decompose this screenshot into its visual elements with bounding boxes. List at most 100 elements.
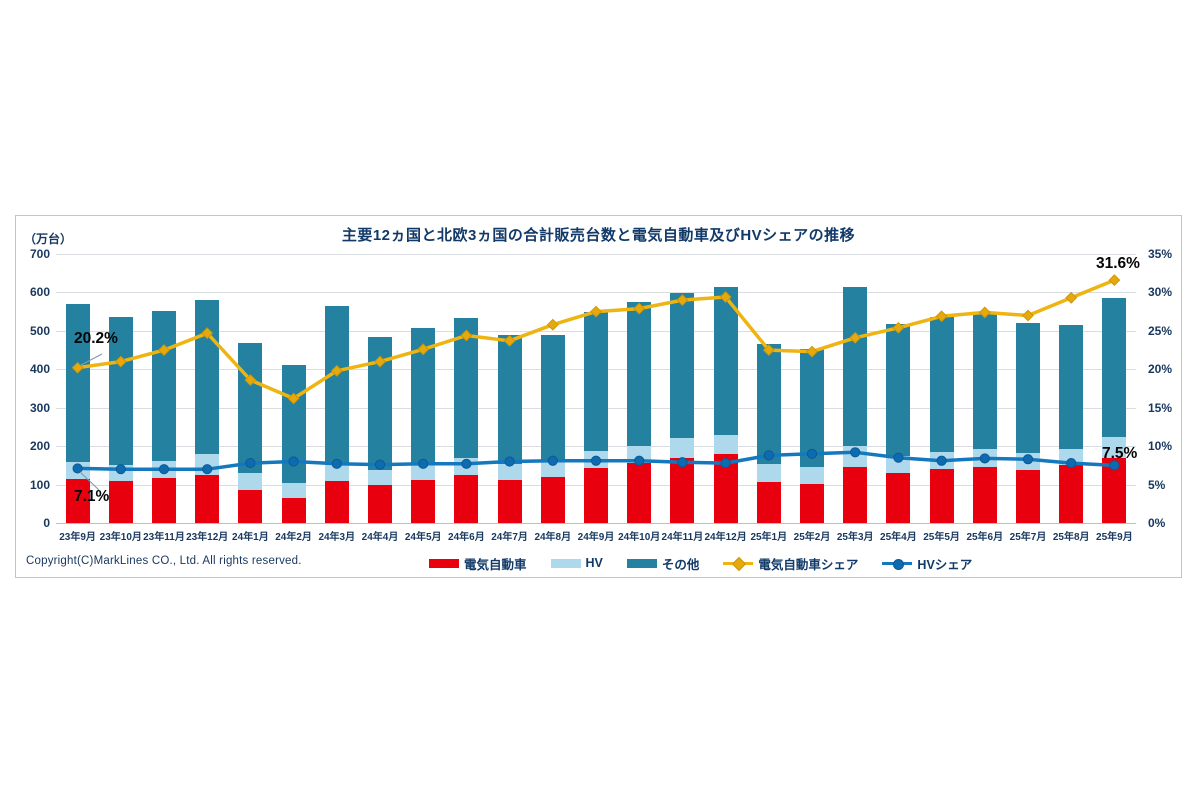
right-axis-tick-label: 25% (1148, 323, 1173, 338)
legend-item: HVシェア (882, 554, 972, 573)
bar-segment-hv (1059, 449, 1084, 466)
bar-segment-hv (195, 454, 220, 476)
bar-segment-ev (195, 475, 220, 523)
bar-segment-ev (1102, 458, 1127, 523)
bar-segment-ev (238, 489, 263, 523)
legend-swatch-line (723, 556, 754, 572)
bar-segment-other (152, 310, 176, 462)
bar-segment-other (1016, 323, 1040, 454)
gridline (56, 254, 1136, 255)
bar-segment-ev (584, 468, 608, 523)
bar-segment-other (195, 300, 220, 455)
bar-segment-hv (497, 463, 522, 480)
x-axis-tick-label: 24年9月 (577, 531, 615, 543)
x-axis-tick-label: 23年11月 (143, 531, 185, 543)
legend-label: 電気自動車 (464, 557, 527, 572)
diamond-marker (1108, 274, 1121, 287)
x-axis-tick-label: 23年9月 (59, 531, 96, 543)
bar-segment-other (627, 302, 652, 447)
bar-segment-ev (454, 474, 479, 523)
x-axis-tick-label: 24年3月 (318, 531, 356, 543)
bar-segment-ev (497, 479, 522, 523)
bar-segment-hv (972, 449, 997, 467)
bar-segment-ev (756, 482, 781, 523)
bar-segment-ev (108, 481, 133, 523)
bar-segment-hv (324, 463, 349, 481)
x-axis-tick-label: 25年2月 (793, 531, 831, 543)
bar-segment-hv (281, 483, 306, 499)
bar-segment-ev (368, 484, 392, 523)
x-axis-tick-label: 24年5月 (404, 531, 442, 543)
bar-segment-hv (238, 473, 263, 490)
bar-segment-ev (540, 476, 565, 523)
x-axis-tick-label: 25年1月 (750, 531, 788, 543)
x-axis-tick-label: 24年12月 (704, 531, 747, 543)
y-axis-tick-label: 300 (29, 400, 50, 415)
legend-swatch-bar (626, 558, 657, 568)
x-axis-tick-label: 25年6月 (966, 531, 1004, 543)
legend-label: HVシェア (917, 557, 973, 572)
right-axis-tick-label: 0% (1148, 516, 1166, 530)
x-axis-tick-label: 25年8月 (1052, 531, 1090, 543)
bar-segment-other (670, 293, 695, 439)
bar-segment-hv (540, 460, 565, 477)
x-axis-tick-label: 24年2月 (275, 531, 312, 543)
legend-swatch-line (882, 558, 913, 570)
x-axis-tick-label: 24年1月 (232, 531, 269, 543)
y-axis-tick-label: 400 (29, 362, 50, 377)
legend-label: HV (585, 556, 603, 570)
bar-segment-other (929, 317, 954, 453)
gridline (56, 523, 1136, 524)
bar-segment-hv (411, 463, 436, 480)
diamond-marker (546, 318, 559, 331)
bar-segment-other (454, 317, 479, 459)
bar-segment-other (756, 343, 781, 464)
x-axis-tick-label: 24年6月 (448, 531, 485, 543)
annotation-label: 7.1% (74, 488, 110, 505)
bar-segment-ev (1059, 465, 1084, 523)
bottom-row: Copyright(C)MarkLines CO., Ltd. All righ… (16, 552, 1181, 574)
left-axis-unit-label: （万台） (24, 232, 73, 246)
right-axis-tick-label: 15% (1148, 400, 1173, 415)
bar-segment-other (1059, 325, 1084, 450)
bar-segment-other (497, 335, 522, 464)
bar-segment-other (238, 343, 263, 474)
bar-segment-ev (929, 468, 954, 523)
bar-segment-hv (843, 445, 868, 467)
y-axis-tick-label: 700 (29, 247, 50, 261)
bar-segment-ev (886, 473, 911, 523)
bar-segment-other (65, 304, 90, 462)
y-axis-tick-label: 200 (29, 439, 50, 454)
right-axis-tick-label: 35% (1148, 247, 1173, 261)
x-axis-tick-label: 23年10月 (99, 531, 142, 543)
bar-segment-hv (454, 458, 479, 475)
annotation-label: 20.2% (74, 330, 118, 347)
chart-panel: 主要12ヵ国と北欧3ヵ国の合計販売台数と電気自動車及びHVシェアの推移 （万台）… (15, 215, 1182, 578)
bar-segment-ev (800, 483, 824, 523)
bar-segment-ev (713, 453, 738, 523)
legend-item: HV (550, 556, 603, 570)
x-axis-tick-label: 25年3月 (836, 531, 874, 543)
x-axis-tick-label: 24年7月 (491, 531, 528, 543)
right-axis-tick-label: 20% (1148, 362, 1173, 377)
bar-segment-ev (1016, 470, 1040, 523)
bar-segment-other (843, 286, 868, 446)
bar-segment-hv (756, 463, 781, 483)
x-axis-labels: 23年9月 23年10月 23年11月 23年12月 24年1月 24年2月 24年3月 24… (56, 527, 1136, 543)
legend-swatch-bar (429, 558, 459, 568)
y-axis-tick-label: 0 (43, 516, 50, 530)
bar-segment-other (540, 335, 565, 461)
diamond-marker (1065, 291, 1078, 304)
bar-segment-ev (843, 466, 868, 523)
chart-title: 主要12ヵ国と北欧3ヵ国の合計販売台数と電気自動車及びHVシェアの推移 (341, 227, 856, 244)
right-axis-tick-label: 30% (1148, 285, 1173, 300)
diamond-marker-icon (732, 556, 747, 572)
legend-item: 電気自動車 (429, 554, 527, 573)
copyright-text: Copyright(C)MarkLines CO., Ltd. All righ… (26, 555, 302, 567)
y-axis-tick-label: 600 (29, 285, 50, 300)
bar-segment-other (1102, 298, 1127, 438)
x-axis-tick-label: 24年11月 (661, 531, 704, 543)
circle-marker-icon (892, 558, 904, 570)
bar-segment-hv (152, 461, 176, 479)
x-axis-tick-label: 25年4月 (880, 531, 917, 543)
